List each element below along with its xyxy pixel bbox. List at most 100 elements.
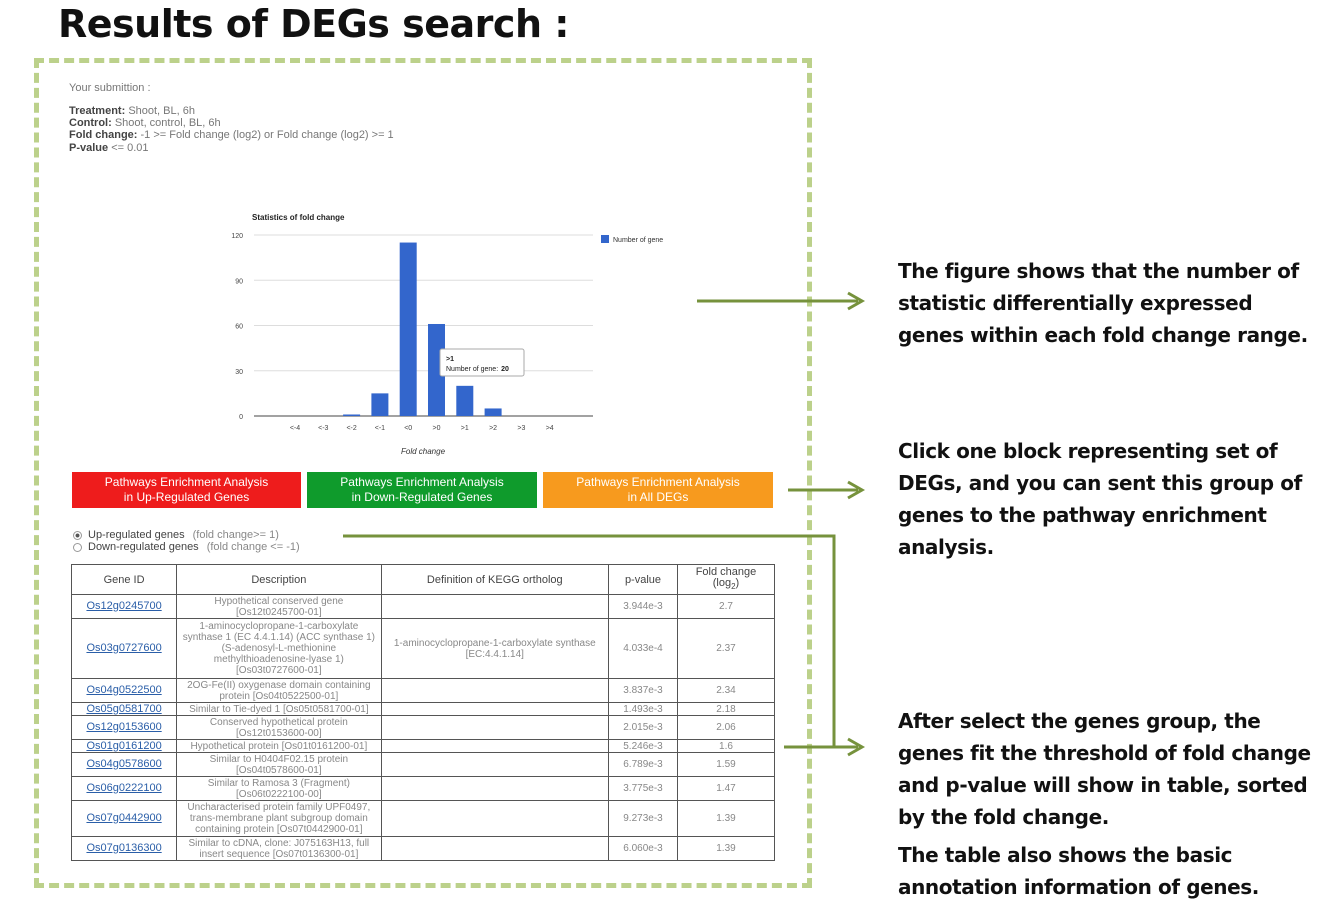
note-after-line: and p-value will show in table, sorted xyxy=(898,773,1308,797)
fold-change-label: Fold change: xyxy=(69,129,138,141)
note-table-line: The table also shows the basic xyxy=(898,843,1233,867)
table-row: Os07g0136300 Similar to cDNA, clone: J075… xyxy=(70,836,776,861)
legend-swatch xyxy=(601,235,609,243)
description-cell: Similar to H0404F02.15 protein [Os04t057… xyxy=(176,752,382,777)
chart-bar xyxy=(371,393,389,416)
chart-bar xyxy=(484,408,502,416)
x-axis-label: Fold change xyxy=(401,447,446,456)
gene-id-link[interactable]: Os07g0136300 xyxy=(86,842,162,854)
fold-change-cell: 1.47 xyxy=(676,776,776,801)
treatment-value: Shoot, BL, 6h xyxy=(128,105,195,117)
all-button-line1: Pathways Enrichment Analysis xyxy=(576,475,740,489)
page-title: Results of DEGs search : xyxy=(58,2,569,46)
pvalue-line: P-value <= 0.01 xyxy=(69,142,149,154)
pvalue-cell: 3.837e-3 xyxy=(608,678,678,703)
fold-change-line: Fold change: -1 >= Fold change (log2) or… xyxy=(69,129,394,141)
x-tick-label: >1 xyxy=(461,425,469,432)
table-row: Os12g0153600 Conserved hypothetical prote… xyxy=(70,715,776,740)
radio-up-label: Up-regulated genes xyxy=(88,529,185,541)
note-after-line: by the fold change. xyxy=(898,805,1109,829)
radio-down-indicator[interactable] xyxy=(73,542,82,552)
control-label: Control: xyxy=(69,117,112,129)
note-after-line: After select the genes group, the xyxy=(898,709,1261,733)
fold-change-cell: 1.39 xyxy=(676,836,776,861)
all-degs-pathway-button[interactable]: Pathways Enrichment Analysis in All DEGs xyxy=(543,472,773,508)
description-cell: 1-aminocyclopropane-1-carboxylate syntha… xyxy=(176,618,382,679)
note-figure-line: genes within each fold change range. xyxy=(898,323,1308,347)
gene-id-cell: Os12g0245700 xyxy=(70,594,178,619)
note-table: The table also shows the basic annotatio… xyxy=(898,839,1259,903)
x-tick-label: <-3 xyxy=(318,425,328,432)
radio-down-regulated[interactable]: Down-regulated genes (fold change <= -1) xyxy=(73,541,300,553)
header-pvalue[interactable]: p-value xyxy=(608,564,678,595)
up-regulated-pathway-button[interactable]: Pathways Enrichment Analysis in Up-Regul… xyxy=(72,472,301,508)
x-tick-label: >2 xyxy=(489,425,497,432)
tooltip-value: 20 xyxy=(501,366,509,373)
note-click-line: DEGs, and you can sent this group of xyxy=(898,471,1302,495)
treatment-line: Treatment: Shoot, BL, 6h xyxy=(69,105,195,117)
note-figure: The figure shows that the number of stat… xyxy=(898,255,1308,351)
gene-id-link[interactable]: Os07g0442900 xyxy=(86,812,162,824)
table-row: Os07g0442900 Uncharacterised protein fami… xyxy=(70,800,776,837)
y-tick-label: 0 xyxy=(239,414,243,421)
gene-id-cell: Os12g0153600 xyxy=(70,715,178,740)
fold-change-chart: Statistics of fold change 0 30 60 90 120 <-4 <-… xyxy=(231,213,663,456)
treatment-label: Treatment: xyxy=(69,105,126,117)
tooltip-category: >1 xyxy=(446,356,454,363)
y-tick-label: 120 xyxy=(231,233,243,240)
pvalue-cell: 3.944e-3 xyxy=(608,594,678,619)
gene-id-link[interactable]: Os05g0581700 xyxy=(86,702,162,715)
fold-change-value: -1 >= Fold change (log2) or Fold change … xyxy=(140,129,394,141)
gene-id-link[interactable]: Os06g0222100 xyxy=(86,782,162,794)
description-cell: Conserved hypothetical protein [Os12t015… xyxy=(176,715,382,740)
table-row: Os12g0245700 Hypothetical conserved gene … xyxy=(70,594,776,619)
note-figure-line: The figure shows that the number of xyxy=(898,259,1299,283)
gene-id-link[interactable]: Os03g0727600 xyxy=(86,642,162,654)
description-cell: Hypothetical conserved gene [Os12t024570… xyxy=(176,594,382,619)
kegg-cell xyxy=(380,752,610,777)
x-tick-label: >3 xyxy=(517,425,525,432)
x-tick-label: <-2 xyxy=(346,425,356,432)
tooltip-box xyxy=(439,348,525,377)
arrow-figure-head xyxy=(847,291,866,311)
note-after: After select the genes group, the genes … xyxy=(898,705,1311,833)
gene-id-cell: Os06g0222100 xyxy=(70,776,178,801)
up-button-line2: in Up-Regulated Genes xyxy=(123,490,250,504)
down-button-line1: Pathways Enrichment Analysis xyxy=(340,475,504,489)
y-tick-label: 30 xyxy=(235,369,243,376)
note-click-line: Click one block representing set of xyxy=(898,439,1278,463)
x-tick-label: >0 xyxy=(433,425,441,432)
gene-id-cell: Os03g0727600 xyxy=(70,618,178,679)
table-row: Os01g0161200 Hypothetical protein [Os01t0… xyxy=(70,739,776,753)
gene-id-link[interactable]: Os12g0153600 xyxy=(86,721,162,733)
note-click-line: analysis. xyxy=(898,535,994,559)
pvalue-cell: 2.015e-3 xyxy=(608,715,678,740)
kegg-cell xyxy=(380,594,610,619)
all-button-line2: in All DEGs xyxy=(627,490,689,504)
gene-id-link[interactable]: Os04g0578600 xyxy=(86,758,162,770)
gene-id-link[interactable]: Os04g0522500 xyxy=(86,684,162,696)
radio-down-hint: (fold change <= -1) xyxy=(206,541,300,553)
header-fold-change[interactable]: Fold change (log2) xyxy=(676,564,776,595)
gene-id-cell: Os07g0136300 xyxy=(70,836,178,861)
note-table-line: annotation information of genes. xyxy=(898,875,1260,899)
radio-down-label: Down-regulated genes xyxy=(88,541,199,553)
connector-radios xyxy=(343,534,836,747)
kegg-cell xyxy=(380,800,610,837)
note-click: Click one block representing set of DEGs… xyxy=(898,435,1302,563)
control-line: Control: Shoot, control, BL, 6h xyxy=(69,117,221,129)
radio-up-regulated[interactable]: Up-regulated genes (fold change>= 1) xyxy=(73,529,279,541)
gene-id-link[interactable]: Os01g0161200 xyxy=(86,739,162,752)
tooltip-text: Number of gene: 20 xyxy=(446,366,509,373)
description-cell: Similar to cDNA, clone: J075163H13, full… xyxy=(176,836,382,861)
kegg-cell: 1-aminocyclopropane-1-carboxylate syntha… xyxy=(380,618,610,679)
y-tick-label: 60 xyxy=(235,324,243,331)
down-regulated-pathway-button[interactable]: Pathways Enrichment Analysis in Down-Reg… xyxy=(307,472,537,508)
submission-heading: Your submittion : xyxy=(69,82,151,94)
x-tick-label: <0 xyxy=(404,425,412,432)
header-gene-id[interactable]: Gene ID xyxy=(70,564,178,595)
gene-id-link[interactable]: Os12g0245700 xyxy=(86,600,162,612)
x-tick-label: >4 xyxy=(546,425,554,432)
radio-up-indicator[interactable] xyxy=(73,530,82,540)
